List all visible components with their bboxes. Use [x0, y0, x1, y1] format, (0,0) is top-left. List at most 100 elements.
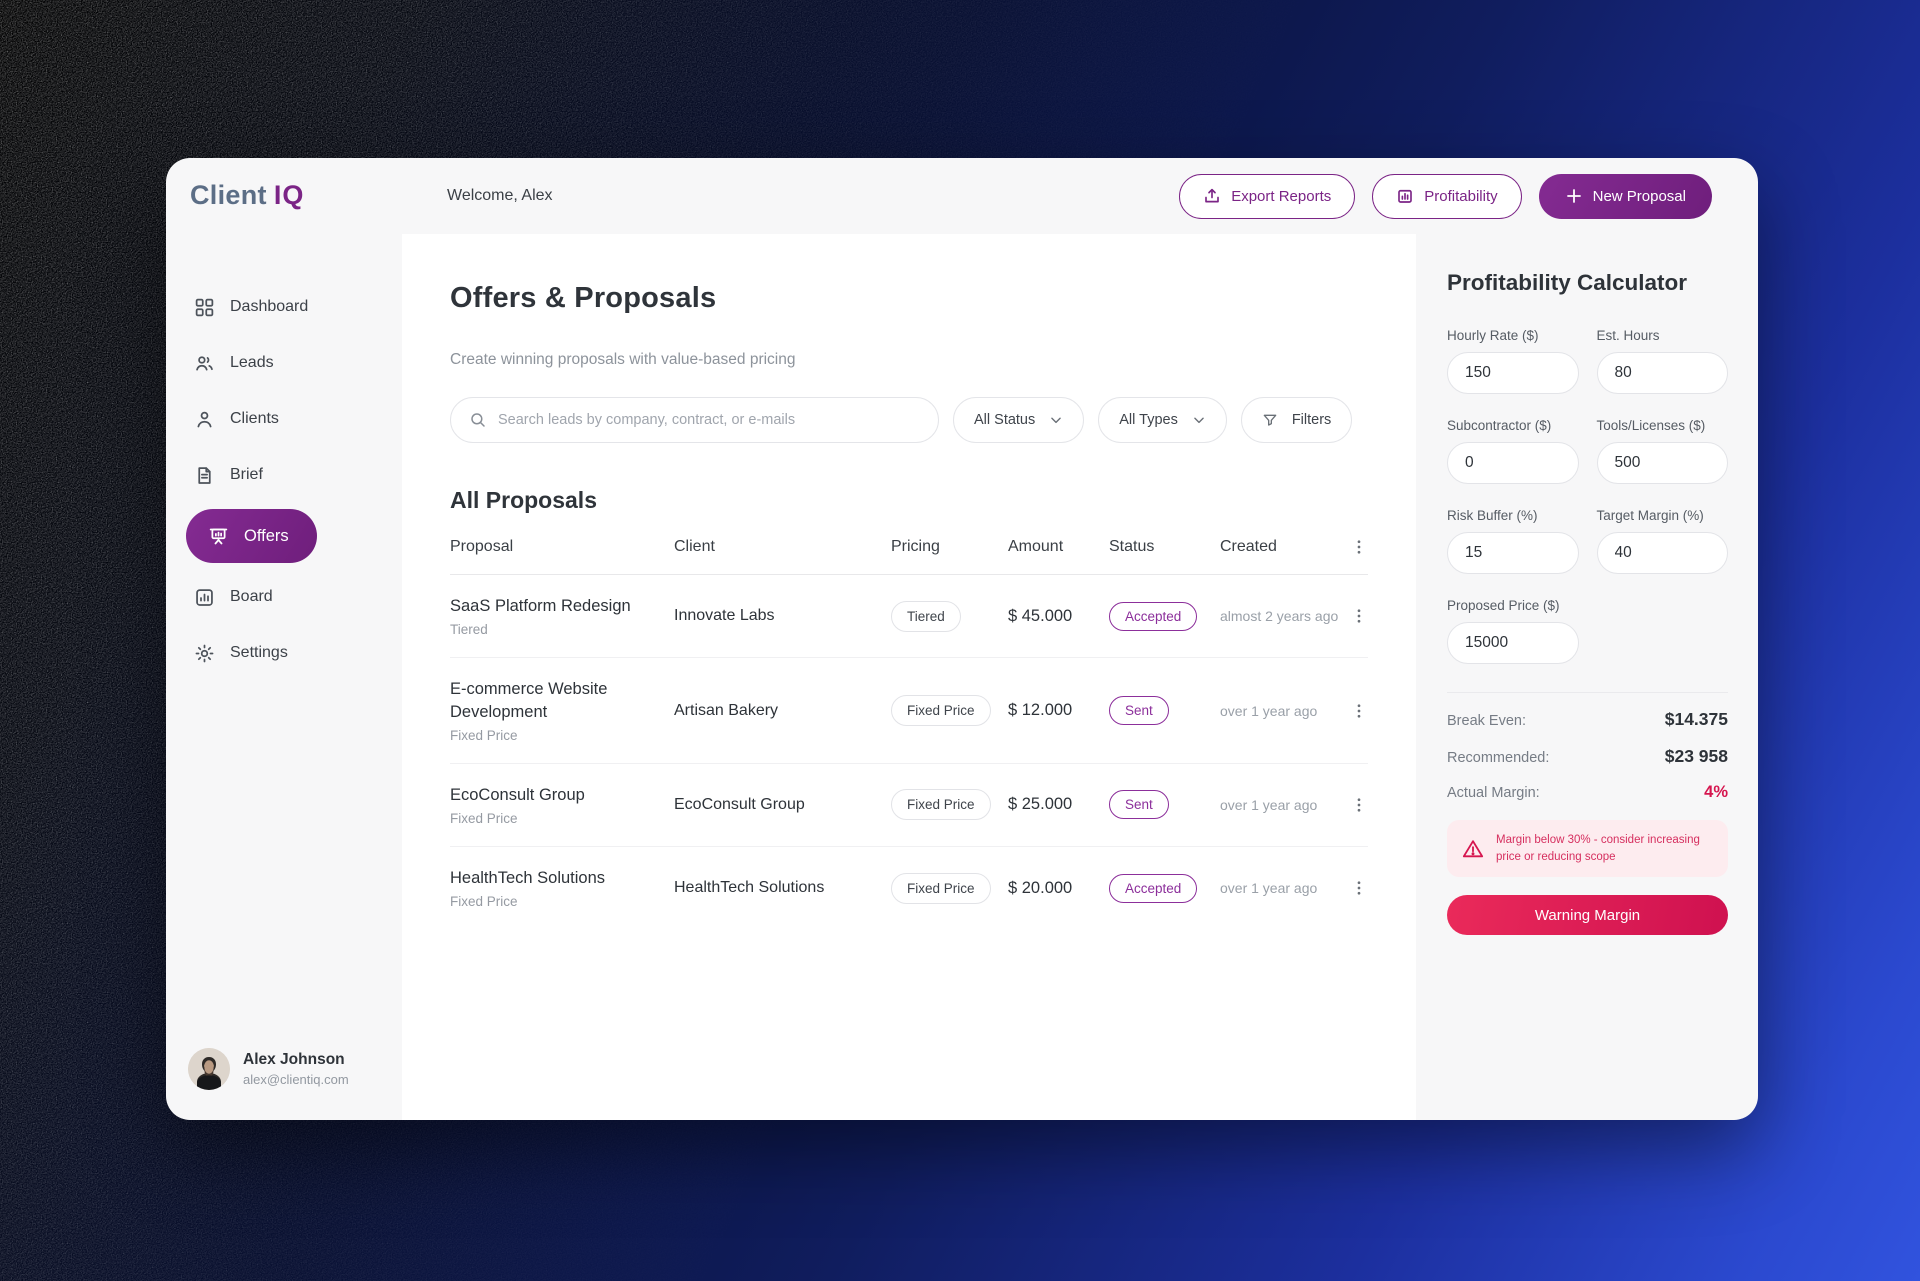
settings-gear-icon [194, 643, 215, 664]
risk-buffer-input[interactable] [1447, 532, 1579, 574]
search-box[interactable] [450, 397, 939, 443]
sidebar-item-label: Clients [230, 410, 279, 427]
table-row[interactable]: EcoConsult Group Fixed Price EcoConsult … [450, 764, 1368, 848]
welcome-text: Welcome, Alex [447, 187, 553, 204]
search-input[interactable] [498, 412, 920, 428]
field-label: Hourly Rate ($) [1447, 328, 1539, 343]
break-even-row: Break Even: $14.375 [1447, 709, 1728, 730]
row-kebab-icon[interactable] [1350, 796, 1368, 814]
pricing-badge: Fixed Price [891, 872, 991, 904]
board-chart-icon [194, 587, 215, 608]
target-margin-input[interactable] [1596, 532, 1728, 574]
sidebar-item-board[interactable]: Board [166, 575, 402, 619]
recommended-row: Recommended: $23 958 [1447, 746, 1728, 767]
header-actions: Export Reports Profitability New Proposa… [1179, 173, 1712, 219]
sidebar-item-label: Brief [230, 466, 263, 483]
amount-cell: $ 12.000 [1008, 701, 1073, 720]
filter-funnel-icon [1262, 412, 1278, 428]
tools-licenses-input[interactable] [1596, 442, 1728, 484]
calculator-fields: Hourly Rate ($) Est. Hours Subcontractor… [1447, 328, 1728, 664]
export-reports-label: Export Reports [1231, 187, 1332, 205]
export-reports-button[interactable]: Export Reports [1179, 173, 1356, 219]
created-cell: almost 2 years ago [1220, 608, 1339, 625]
sidebar-nav: Dashboard Leads Clients Brief [166, 285, 402, 675]
divider [1447, 692, 1728, 693]
recommended-label: Recommended: [1447, 750, 1550, 766]
status-badge: Sent [1109, 696, 1169, 726]
field-label: Proposed Price ($) [1447, 598, 1560, 613]
profile-text: Alex Johnson alex@clientiq.com [243, 1051, 349, 1087]
row-kebab-icon[interactable] [1350, 607, 1368, 625]
column-header-created: Created [1220, 538, 1277, 555]
client-cell: HealthTech Solutions [674, 879, 825, 897]
hourly-rate-input[interactable] [1447, 352, 1579, 394]
chevron-down-icon [1049, 413, 1063, 427]
row-kebab-icon[interactable] [1350, 879, 1368, 897]
main-content: Offers & Proposals Create winning propos… [402, 234, 1416, 1120]
logo-text-accent: IQ [273, 180, 305, 210]
sidebar-item-label: Offers [244, 526, 289, 545]
dashboard-grid-icon [194, 297, 215, 318]
field-label: Risk Buffer (%) [1447, 508, 1538, 523]
sidebar-item-label: Settings [230, 644, 288, 661]
proposal-title: SaaS Platform Redesign [450, 597, 631, 615]
pricing-cell: Tiered [891, 600, 1008, 632]
pricing-cell: Fixed Price [891, 872, 1008, 904]
column-header-client: Client [674, 538, 715, 555]
table-row[interactable]: SaaS Platform Redesign Tiered Innovate L… [450, 575, 1368, 659]
field-label: Tools/Licenses ($) [1596, 418, 1706, 433]
status-filter-dropdown[interactable]: All Status [953, 397, 1085, 443]
sidebar-item-offers[interactable]: Offers [186, 509, 317, 563]
page-subtitle: Create winning proposals with value-base… [450, 351, 796, 368]
field-proposed-price: Proposed Price ($) [1447, 598, 1579, 664]
est-hours-input[interactable] [1596, 352, 1728, 394]
client-cell: Artisan Bakery [674, 701, 779, 719]
table-row[interactable]: E-commerce Website Development Fixed Pri… [450, 658, 1368, 764]
field-tools-licenses: Tools/Licenses ($) [1596, 418, 1728, 484]
sidebar-item-dashboard[interactable]: Dashboard [166, 285, 402, 329]
table-options-kebab-icon[interactable] [1350, 538, 1368, 556]
sidebar-item-label: Dashboard [230, 298, 309, 315]
proposal-cell: E-commerce Website Development Fixed Pri… [450, 678, 674, 743]
profitability-button[interactable]: Profitability [1372, 173, 1522, 219]
row-kebab-icon[interactable] [1350, 702, 1368, 720]
pricing-cell: Fixed Price [891, 789, 1008, 821]
sidebar-item-settings[interactable]: Settings [166, 631, 402, 675]
field-est-hours: Est. Hours [1596, 328, 1728, 394]
app-logo: Client IQ [166, 180, 402, 211]
amount-cell: $ 20.000 [1008, 878, 1073, 897]
avatar [188, 1048, 230, 1090]
created-cell: over 1 year ago [1220, 702, 1318, 719]
warning-triangle-icon [1462, 838, 1484, 860]
profile-email: alex@clientiq.com [243, 1072, 349, 1087]
new-proposal-label: New Proposal [1592, 187, 1686, 205]
proposed-price-input[interactable] [1447, 622, 1579, 664]
table-row[interactable]: HealthTech Solutions Fixed Price HealthT… [450, 847, 1368, 929]
new-proposal-button[interactable]: New Proposal [1538, 173, 1712, 219]
warning-margin-button[interactable]: Warning Margin [1447, 895, 1728, 936]
subcontractor-input[interactable] [1447, 442, 1579, 484]
amount-cell: $ 45.000 [1008, 606, 1073, 625]
sidebar-item-label: Leads [230, 354, 274, 371]
status-badge: Accepted [1109, 601, 1198, 631]
column-header-proposal: Proposal [450, 538, 514, 555]
user-profile[interactable]: Alex Johnson alex@clientiq.com [166, 1048, 402, 1094]
amount-cell: $ 25.000 [1008, 795, 1073, 814]
type-filter-dropdown[interactable]: All Types [1098, 397, 1227, 443]
page-title: Offers & Proposals [450, 282, 717, 314]
sidebar-item-brief[interactable]: Brief [166, 453, 402, 497]
filters-button[interactable]: Filters [1240, 397, 1353, 443]
created-cell: over 1 year ago [1220, 880, 1318, 897]
status-cell: Accepted [1109, 873, 1220, 903]
sidebar-item-clients[interactable]: Clients [166, 397, 402, 441]
proposal-title: HealthTech Solutions [450, 869, 606, 888]
proposal-pricing-sub: Fixed Price [450, 727, 518, 743]
client-cell: EcoConsult Group [674, 795, 805, 813]
brief-document-icon [194, 465, 215, 486]
actual-margin-label: Actual Margin: [1447, 785, 1540, 801]
proposal-cell: EcoConsult Group Fixed Price [450, 784, 674, 826]
sidebar-item-leads[interactable]: Leads [166, 341, 402, 385]
proposal-title: EcoConsult Group [450, 785, 585, 804]
status-cell: Accepted [1109, 601, 1220, 631]
offers-presentation-icon [208, 526, 229, 547]
